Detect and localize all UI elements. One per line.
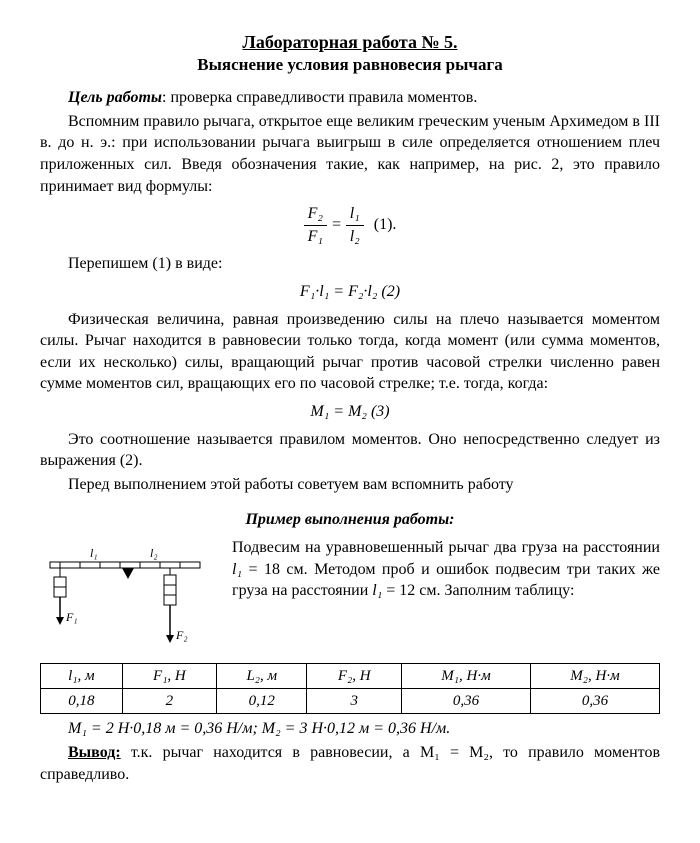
example-heading: Пример выполнения работы: <box>40 509 660 531</box>
formula-1: F₂ F₁ = l₁ l₂ (1). <box>40 203 660 247</box>
conclusion-text: т.к. рычаг находится в равновесии, а M₁ … <box>40 744 660 783</box>
td-L2: 0,12 <box>217 689 307 714</box>
goal-paragraph: Цель работы: проверка справедливости пра… <box>40 87 660 109</box>
reminder-paragraph: Перед выполнением этой работы советуем в… <box>40 474 660 496</box>
conclusion-label: Вывод: <box>68 744 121 761</box>
intro-paragraph: Вспомним правило рычага, открытое еще ве… <box>40 111 660 197</box>
td-l1: 0,18 <box>41 689 123 714</box>
td-M1: 0,36 <box>401 689 530 714</box>
formula1-num-left: F₂ <box>304 203 327 226</box>
goal-text: : проверка справедливости правила момент… <box>162 89 477 106</box>
svg-text:l₂: l₂ <box>150 546 158 560</box>
results-table: l₁, м F₁, H L₂, м F₂, H M₁, H·м M₂, H·м … <box>40 663 660 715</box>
svg-text:l₁: l₁ <box>90 546 98 560</box>
td-M2: 0,36 <box>530 689 659 714</box>
svg-text:F₁: F₁ <box>65 610 78 624</box>
calc-line: M₁ = 2 H·0,18 м = 0,36 Н/м; M₂ = 3 H·0,1… <box>40 718 660 740</box>
formula-2: F₁·l₁ = F₂·l₂ (2) <box>40 281 660 303</box>
svg-text:F₂: F₂ <box>175 628 188 642</box>
conclusion-paragraph: Вывод: т.к. рычаг находится в равновесии… <box>40 742 660 785</box>
moment-paragraph: Физическая величина, равная произведению… <box>40 309 660 395</box>
th-M1: M₁, H·м <box>401 663 530 688</box>
rewrite-paragraph: Перепишем (1) в виде: <box>40 253 660 275</box>
td-F2: 3 <box>307 689 402 714</box>
th-M2: M₂, H·м <box>530 663 659 688</box>
table-header-row: l₁, м F₁, H L₂, м F₂, H M₁, H·м M₂, H·м <box>41 663 660 688</box>
lever-diagram: l₁ l₂ F₁ F₂ <box>40 537 220 657</box>
example-row: l₁ l₂ F₁ F₂ Подвесим на уравновешенный р… <box>40 537 660 657</box>
example-text: Подвесим на уравновешенный рычаг два гру… <box>232 537 660 602</box>
formula1-den-left: F₁ <box>304 226 327 248</box>
table-row: 0,18 2 0,12 3 0,36 0,36 <box>41 689 660 714</box>
formula1-num-right: l₁ <box>346 203 364 226</box>
th-F2: F₂, H <box>307 663 402 688</box>
formula1-den-right: l₂ <box>346 226 364 248</box>
lab-subtitle: Выяснение условия равновесия рычага <box>40 54 660 77</box>
lab-title: Лабораторная работа № 5. <box>40 30 660 54</box>
rule-paragraph: Это соотношение называется правилом моме… <box>40 429 660 472</box>
goal-label: Цель работы <box>68 89 162 106</box>
formula-3: M₁ = M₂ (3) <box>40 401 660 423</box>
th-l1: l₁, м <box>41 663 123 688</box>
td-F1: 2 <box>122 689 217 714</box>
formula1-eqnum: (1). <box>374 216 397 233</box>
th-F1: F₁, H <box>122 663 217 688</box>
th-L2: L₂, м <box>217 663 307 688</box>
